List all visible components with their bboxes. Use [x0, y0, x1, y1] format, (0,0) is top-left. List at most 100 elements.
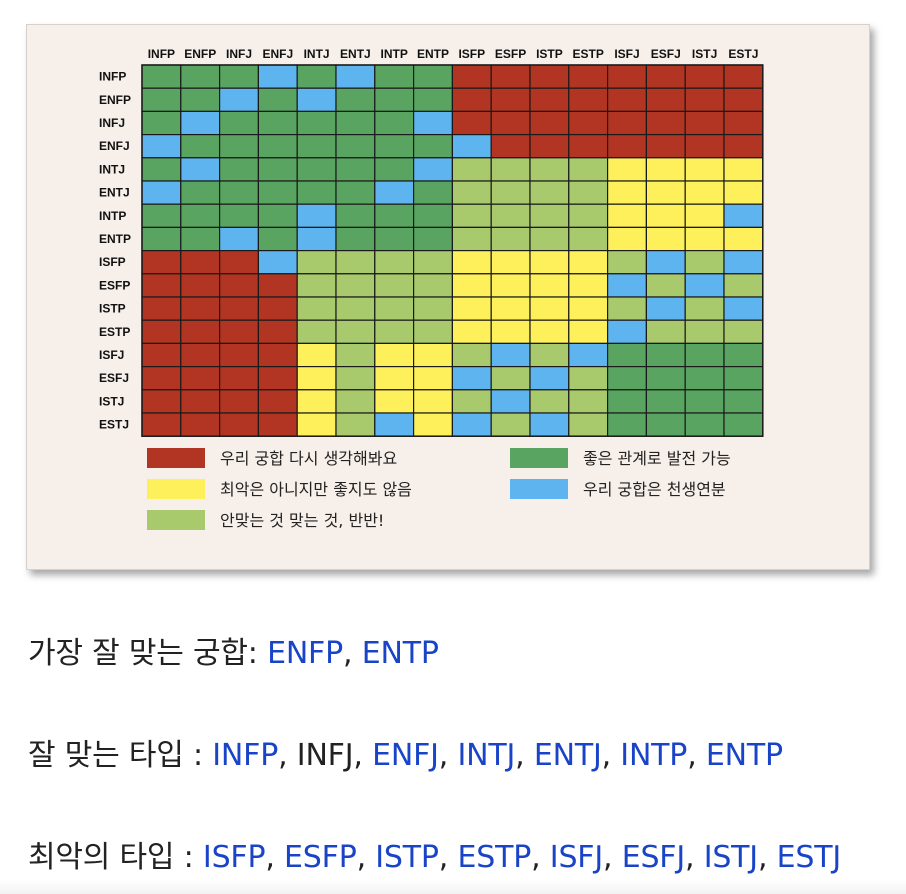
mbti-type[interactable]: ENFJ	[372, 738, 439, 773]
worst-match-label: 최악의 타입 :	[28, 840, 203, 875]
separator: ,	[601, 738, 621, 773]
heatmap-cell	[645, 366, 686, 391]
worst-match-line: 최악의 타입 : ISFP, ESFP, ISTP, ESTP, ISFJ, E…	[28, 832, 841, 876]
heatmap-cell	[180, 412, 221, 437]
heatmap-cell	[645, 296, 686, 321]
heatmap-cell	[219, 366, 260, 391]
mbti-type[interactable]: ESFJ	[621, 840, 686, 875]
heatmap-cell	[684, 133, 725, 159]
column-label: INFJ	[226, 47, 252, 61]
column-label: INTP	[381, 47, 408, 61]
legend-label: 우리 궁합은 천생연분	[583, 480, 726, 499]
mbti-type[interactable]: INFP	[212, 738, 279, 773]
mbti-type[interactable]: INTP	[620, 738, 688, 773]
heatmap-cell	[335, 250, 376, 275]
heatmap-cell	[723, 296, 764, 321]
heatmap-cell	[180, 250, 221, 275]
heatmap-cell	[257, 319, 298, 345]
heatmap-cell	[684, 203, 725, 228]
heatmap-cell	[374, 64, 415, 89]
heatmap-cell	[296, 366, 337, 391]
heatmap-svg: INFP ENFP INFJ ENFJ INTJ ENTJ INTP ENTP ISFP ESFP…	[99, 47, 764, 530]
legend-swatch	[147, 479, 205, 499]
column-label: ISTP	[536, 47, 563, 61]
heatmap-cell	[723, 64, 764, 89]
heatmap-cell	[296, 157, 337, 182]
row-label: ESFJ	[99, 371, 129, 385]
row-label: ENTJ	[99, 186, 130, 200]
heatmap-cell	[490, 366, 531, 391]
legend-label: 안맞는 것 맞는 것, 반반!	[220, 511, 384, 530]
heatmap-cell	[451, 226, 492, 252]
heatmap-cell	[529, 180, 570, 205]
heatmap-cell	[374, 87, 415, 113]
heatmap-cell	[335, 412, 376, 437]
heatmap-cell	[413, 180, 454, 205]
heatmap-cell	[374, 157, 415, 182]
mbti-type[interactable]: ENFP	[267, 636, 344, 671]
heatmap-cell	[180, 157, 221, 182]
heatmap-cell	[141, 296, 182, 321]
heatmap-cell	[684, 157, 725, 182]
mbti-type[interactable]: ESFP	[284, 840, 357, 875]
heatmap-cell	[606, 250, 647, 275]
heatmap-cell	[335, 273, 376, 298]
heatmap-cell	[490, 319, 531, 345]
heatmap-cell	[180, 87, 221, 113]
heatmap-cell	[296, 296, 337, 321]
mbti-type[interactable]: ISTP	[375, 840, 439, 875]
heatmap-cell	[257, 64, 298, 89]
mbti-type[interactable]: ENTP	[705, 738, 783, 773]
heatmap-cell	[374, 389, 415, 414]
mbti-type[interactable]: ISFJ	[549, 840, 603, 875]
heatmap-cell	[529, 133, 570, 159]
heatmap-cell	[645, 250, 686, 275]
heatmap-cell	[219, 226, 260, 252]
heatmap-cell	[296, 273, 337, 298]
mbti-type[interactable]: ESTJ	[776, 840, 842, 875]
separator: ,	[265, 840, 285, 875]
heatmap-cell	[374, 296, 415, 321]
heatmap-cell	[451, 412, 492, 437]
heatmap-cell	[451, 250, 492, 275]
row-label: ENFJ	[99, 139, 130, 153]
heatmap-cell	[568, 64, 609, 89]
mbti-type[interactable]: INTJ	[457, 738, 516, 773]
heatmap-cell	[219, 342, 260, 368]
heatmap-cell	[219, 296, 260, 321]
heatmap-cell	[219, 389, 260, 414]
legend-label: 최악은 아니지만 좋지도 않음	[220, 480, 412, 499]
row-label: INFJ	[99, 116, 125, 130]
heatmap-cell	[335, 110, 376, 136]
heatmap-cell	[219, 203, 260, 228]
heatmap-cell	[451, 296, 492, 321]
heatmap-cell	[374, 226, 415, 252]
mbti-type[interactable]: ENTP	[361, 636, 439, 671]
heatmap-cell	[645, 319, 686, 345]
heatmap-cell	[257, 273, 298, 298]
heatmap-cell	[413, 64, 454, 89]
heatmap-cell	[645, 87, 686, 113]
heatmap-cell	[684, 389, 725, 414]
heatmap-cell	[645, 412, 686, 437]
heatmap-cell	[529, 366, 570, 391]
heatmap-cell	[490, 203, 531, 228]
mbti-type[interactable]: ENTJ	[533, 738, 602, 773]
heatmap-cell	[219, 133, 260, 159]
mbti-type[interactable]: ISFP	[202, 840, 266, 875]
heatmap-cell	[490, 133, 531, 159]
heatmap-cell	[335, 180, 376, 205]
heatmap-cell	[413, 319, 454, 345]
best-match-label: 가장 잘 맞는 궁합:	[28, 636, 268, 671]
heatmap-cell	[180, 64, 221, 89]
separator: ,	[438, 840, 458, 875]
heatmap-cell	[606, 157, 647, 182]
column-label: ISFP	[458, 47, 485, 61]
heatmap-cell	[335, 226, 376, 252]
heatmap-cell	[529, 319, 570, 345]
heatmap-cell	[141, 203, 182, 228]
heatmap-cell	[374, 319, 415, 345]
mbti-type[interactable]: ISTJ	[703, 840, 758, 875]
mbti-type[interactable]: ESTP	[457, 840, 532, 875]
heatmap-cell	[568, 319, 609, 345]
